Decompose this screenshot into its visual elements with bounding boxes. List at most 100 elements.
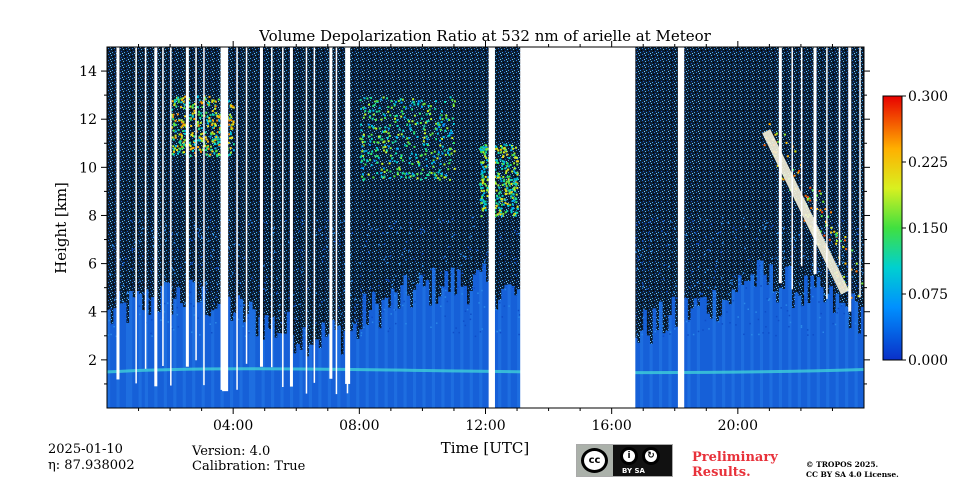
feature-pixel (172, 145, 175, 148)
preliminary-line1: Preliminary (692, 450, 778, 465)
feature-pixel (171, 116, 174, 119)
feature-pixel (214, 104, 217, 107)
feature-pixel (189, 154, 192, 157)
feature-pixel (421, 168, 424, 171)
feature-pixel (413, 145, 416, 148)
feature-pixel (497, 184, 500, 187)
feature-pixel (393, 175, 396, 178)
feature-pixel (508, 157, 511, 160)
feature-pixel (372, 126, 375, 129)
feature-pixel (439, 163, 442, 166)
feature-pixel (803, 219, 806, 222)
feature-pixel (188, 101, 191, 104)
feature-pixel (363, 150, 366, 153)
dropout-line (203, 47, 205, 386)
feature-pixel (214, 100, 217, 103)
feature-pixel (388, 162, 391, 165)
feature-pixel (843, 275, 846, 278)
feature-pixel (188, 117, 191, 120)
feature-pixel (824, 208, 827, 211)
feature-pixel (512, 182, 515, 185)
feature-pixel (182, 144, 185, 147)
feature-pixel (182, 141, 185, 144)
feature-pixel (172, 118, 175, 121)
feature-pixel (445, 114, 448, 117)
feature-pixel (363, 140, 366, 143)
copyright-line1: © TROPOS 2025. (806, 460, 879, 469)
feature-pixel (384, 129, 387, 132)
feature-pixel (437, 153, 440, 156)
feature-pixel (496, 161, 499, 164)
data-gap (488, 47, 495, 408)
feature-pixel (188, 98, 191, 101)
feature-pixel (821, 211, 824, 214)
feature-pixel (198, 136, 201, 139)
feature-pixel (433, 155, 436, 158)
feature-pixel (774, 133, 777, 136)
feature-pixel (448, 132, 451, 135)
feature-pixel (504, 202, 507, 205)
feature-pixel (227, 153, 230, 156)
feature-pixel (501, 146, 504, 149)
feature-pixel (181, 145, 184, 148)
feature-pixel (481, 146, 484, 149)
feature-pixel (362, 179, 365, 182)
feature-pixel (360, 159, 363, 162)
feature-pixel (361, 175, 364, 178)
dropout-line (859, 47, 861, 298)
feature-pixel (408, 162, 411, 165)
feature-pixel (494, 182, 497, 185)
feature-pixel (443, 123, 446, 126)
feature-pixel (405, 107, 408, 110)
feature-pixel (183, 142, 186, 145)
feature-pixel (206, 122, 209, 125)
feature-pixel (197, 123, 200, 126)
feature-pixel (828, 238, 831, 241)
feature-pixel (827, 215, 830, 218)
feature-pixel (440, 172, 443, 175)
feature-pixel (427, 119, 430, 122)
feature-pixel (830, 231, 833, 234)
cc-icon: cc (581, 448, 608, 473)
feature-pixel (377, 141, 380, 144)
feature-pixel (401, 159, 404, 162)
feature-pixel (200, 102, 203, 105)
feature-pixel (362, 167, 365, 170)
feature-pixel (439, 157, 442, 160)
feature-pixel (211, 100, 214, 103)
y-tick-label: 6 (88, 257, 97, 273)
feature-pixel (506, 203, 509, 206)
feature-pixel (431, 162, 434, 165)
feature-pixel (408, 142, 411, 145)
feature-pixel (199, 150, 202, 153)
feature-pixel (211, 99, 214, 102)
feature-pixel (369, 115, 372, 118)
feature-pixel (514, 212, 517, 215)
feature-pixel (214, 138, 217, 141)
feature-pixel (504, 211, 507, 214)
feature-pixel (194, 103, 197, 106)
feature-pixel (505, 185, 508, 188)
feature-pixel (362, 116, 365, 119)
feature-pixel (380, 118, 383, 121)
feature-pixel (483, 192, 486, 195)
feature-pixel (419, 178, 422, 181)
feature-pixel (496, 147, 499, 150)
feature-pixel (184, 95, 187, 98)
feature-pixel (176, 113, 179, 116)
feature-pixel (441, 137, 444, 140)
feature-pixel (506, 210, 509, 213)
feature-pixel (500, 180, 503, 183)
feature-pixel (503, 183, 506, 186)
feature-pixel (446, 127, 449, 130)
feature-pixel (506, 187, 509, 190)
feature-pixel (232, 106, 235, 109)
feature-pixel (232, 121, 235, 124)
y-tick-label: 10 (79, 160, 97, 176)
feature-pixel (507, 165, 510, 168)
feature-pixel (173, 122, 176, 125)
feature-pixel (172, 129, 175, 132)
feature-pixel (360, 129, 363, 132)
feature-pixel (382, 96, 385, 99)
feature-pixel (507, 182, 510, 185)
